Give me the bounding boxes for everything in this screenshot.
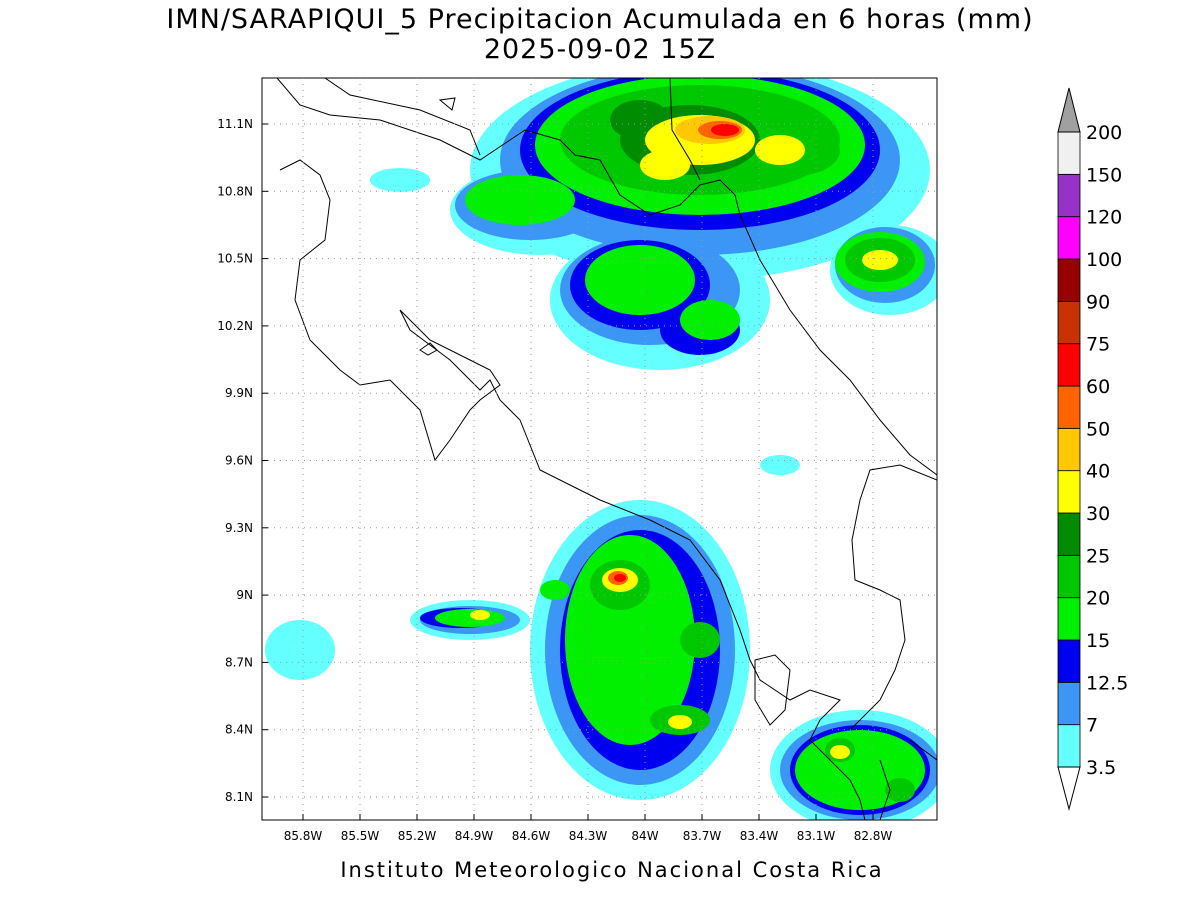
- colorbar-segment: [1057, 258, 1081, 302]
- colorbar-label: 75: [1086, 334, 1110, 356]
- colorbar-segment: [1057, 300, 1081, 345]
- colorbar-label: 90: [1086, 291, 1110, 313]
- colorbar-over: [1057, 87, 1081, 133]
- lat-label: 10.2N: [217, 319, 253, 333]
- precip-area: [830, 745, 850, 759]
- colorbar-label: 150: [1086, 164, 1122, 186]
- lat-label: 8.7N: [225, 655, 253, 669]
- precip-area: [680, 300, 740, 340]
- colorbar-label: 15: [1086, 630, 1110, 652]
- colorbar-label: 60: [1086, 376, 1110, 398]
- colorbar-label: 30: [1086, 503, 1110, 525]
- colorbar-label: 50: [1086, 418, 1110, 440]
- precip-area: [265, 620, 335, 680]
- lon-label: 85.5W: [341, 829, 380, 843]
- colorbar-label: 20: [1086, 588, 1110, 610]
- precip-area: [370, 168, 430, 192]
- coastlines: [276, 78, 937, 820]
- lon-label: 83.7W: [683, 829, 722, 843]
- colorbar-segment: [1057, 427, 1081, 472]
- precip-area: [640, 150, 690, 180]
- title-line-1: IMN/SARAPIQUI_5 Precipitacion Acumulada …: [166, 4, 1033, 35]
- lon-label: 83.1W: [797, 829, 836, 843]
- precip-area: [465, 175, 575, 225]
- colorbar-segment: [1057, 173, 1081, 218]
- colorbar-segment: [1057, 512, 1081, 556]
- lon-label: 85.8W: [284, 829, 323, 843]
- title-line-2: 2025-09-02 15Z: [484, 34, 716, 65]
- colorbar-segment: [1057, 639, 1081, 683]
- map-frame: [261, 77, 938, 821]
- colorbar-label: 3.5: [1086, 757, 1116, 779]
- lat-label: 8.1N: [225, 790, 253, 804]
- precip-area: [668, 715, 692, 729]
- lat-label: 9.6N: [225, 454, 253, 468]
- precip-area: [862, 250, 898, 270]
- colorbar-segment: [1057, 385, 1081, 429]
- colorbar-segment: [1057, 131, 1081, 175]
- lon-label: 83.4W: [740, 829, 779, 843]
- footer: Instituto Meteorologico Nacional Costa R…: [340, 858, 883, 882]
- colorbar-label: 7: [1086, 715, 1098, 737]
- axis-ticks: 85.8W 85.5W 85.2W 84.9W 84.6W 84.3W 84W 83.7W 83…: [217, 78, 937, 843]
- precip-area: [711, 124, 739, 136]
- lat-label: 10.5N: [217, 252, 253, 266]
- colorbar: 3.5 7 12.5 15 20 25 30 40 50 60 75 90 100 120 150 200: [1057, 87, 1128, 811]
- lat-label: 9N: [236, 588, 253, 602]
- colorbar-label: 25: [1086, 545, 1110, 567]
- colorbar-segment: [1057, 216, 1081, 260]
- colorbar-segment: [1057, 470, 1081, 514]
- colorbar-label: 200: [1086, 122, 1122, 144]
- lon-label: 84.3W: [569, 829, 608, 843]
- precip-area: [470, 610, 490, 620]
- colorbar-segment: [1057, 343, 1081, 387]
- precip-area: [885, 778, 915, 802]
- lon-label: 84W: [631, 829, 658, 843]
- lon-label: 84.6W: [512, 829, 551, 843]
- colorbar-segment: [1057, 724, 1081, 768]
- lon-label: 84.9W: [455, 829, 494, 843]
- lon-label: 82.8W: [854, 829, 893, 843]
- colorbar-under: [1057, 766, 1081, 811]
- colorbar-segment: [1057, 681, 1081, 726]
- colorbar-label: 12.5: [1086, 672, 1128, 694]
- colorbar-label: 100: [1086, 249, 1122, 271]
- map-area: [265, 78, 937, 820]
- lat-label: 8.4N: [225, 723, 253, 737]
- precip-area: [760, 455, 800, 475]
- lat-label: 9.3N: [225, 521, 253, 535]
- lat-label: 9.9N: [225, 386, 253, 400]
- colorbar-segment: [1057, 597, 1081, 641]
- lat-label: 10.8N: [217, 184, 253, 198]
- precip-area: [585, 245, 695, 315]
- precip-area: [755, 135, 805, 165]
- precip-area: [435, 609, 505, 627]
- lon-label: 85.2W: [398, 829, 437, 843]
- colorbar-segment: [1057, 554, 1081, 599]
- colorbar-label: 120: [1086, 207, 1122, 229]
- lat-label: 11.1N: [217, 117, 253, 131]
- colorbar-label: 40: [1086, 461, 1110, 483]
- precip-area: [614, 574, 626, 582]
- precip-area: [540, 580, 570, 600]
- precip-area: [680, 622, 720, 658]
